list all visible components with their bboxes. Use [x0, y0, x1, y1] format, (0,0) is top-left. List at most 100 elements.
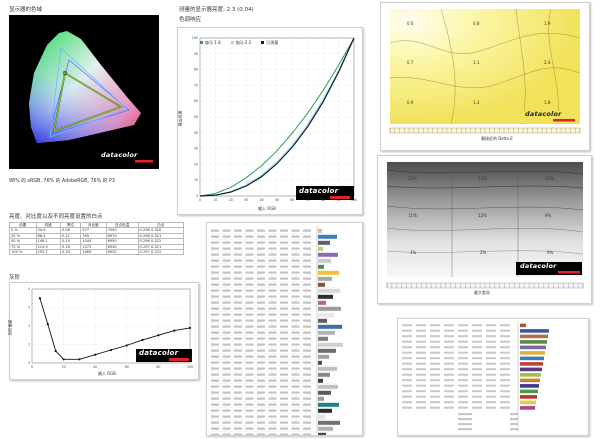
checker-text-blur [444, 373, 454, 376]
checker-footer-blur [458, 423, 472, 426]
patch-swatch [318, 270, 339, 275]
patch-text-blur [222, 433, 231, 436]
patch-swatch [318, 408, 332, 413]
patch-text-blur [222, 427, 231, 430]
patch-text-blur [268, 337, 277, 340]
checker-text-blur [472, 324, 482, 327]
gray-x-tick-label: 60 [125, 365, 129, 369]
patch-text-blur [222, 277, 231, 280]
patch-text-blur [291, 277, 300, 280]
patch-text-blur [303, 343, 311, 346]
checker-text-blur [444, 401, 454, 404]
patch-text-blur [234, 373, 242, 376]
gray-point [62, 358, 65, 361]
patch-text-blur [222, 229, 231, 232]
patch-text-blur [268, 295, 277, 298]
checker-text-blur [416, 368, 426, 371]
patch-text-blur [280, 367, 288, 370]
patch-text-blur [211, 301, 219, 304]
table-cell: 0.296 0.322 [137, 238, 185, 245]
uniformity-mid-brand-bar [558, 271, 580, 274]
checker-text-blur [472, 406, 482, 409]
patch-text-blur [303, 283, 311, 286]
patch-text-blur [303, 307, 311, 310]
gamma-x-tick-label: 70 [306, 198, 310, 202]
legend-item-gamma22: 伽马 2.2 [230, 40, 251, 45]
gamma-x-tick-label: 0 [199, 198, 201, 202]
patch-text-blur [303, 397, 311, 400]
patch-text-blur [245, 265, 254, 268]
patch-text-blur [234, 403, 242, 406]
checker-text-blur [500, 395, 510, 398]
patch-text-blur [303, 349, 311, 352]
patch-text-blur [268, 427, 277, 430]
checker-text-blur [444, 384, 454, 387]
patch-text-blur [245, 433, 254, 436]
checker-text-blur [486, 401, 496, 404]
patch-text-blur [211, 313, 219, 316]
gray-point [54, 349, 57, 353]
patch-text-blur [303, 235, 311, 238]
gray-y-tick-label: 3 [28, 306, 30, 310]
patch-text-blur [245, 253, 254, 256]
patch-swatch [318, 300, 326, 305]
gamut-diagram [29, 31, 154, 163]
uniformity-top-value-8: 1.3 [473, 100, 480, 105]
patch-text-blur [234, 307, 242, 310]
gamma-brand-logo: datacolor [299, 187, 339, 195]
gamma-legend: 伽马 1.8 伽马 2.2 已测量 [200, 40, 278, 45]
patch-swatch [318, 318, 327, 323]
checker-text-blur [402, 357, 412, 360]
patch-text-blur [222, 397, 231, 400]
patch-text-blur [291, 391, 300, 394]
checker-text-blur [402, 395, 412, 398]
patch-text-blur [245, 271, 254, 274]
gray-series-line [39, 298, 191, 360]
gamma-y-tick-label: 0 [196, 194, 198, 198]
table-cell: 293.7 [35, 248, 61, 256]
patch-text-blur [280, 319, 288, 322]
patch-text-blur [303, 247, 311, 250]
patch-text-blur [291, 367, 300, 370]
patch-text-blur [234, 343, 242, 346]
patch-text-blur [268, 325, 277, 328]
checker-text-blur [472, 390, 482, 393]
gamut-brand-bar [135, 160, 153, 163]
patch-text-blur [291, 421, 300, 424]
patch-text-blur [268, 253, 277, 256]
patch-text-blur [268, 229, 277, 232]
gray-y-tick-label: 0 [28, 361, 30, 365]
brightness-heading: 亮度、对比度以及不同亮度设置的白点 [9, 214, 103, 220]
gamma-series-line-0 [199, 37, 355, 197]
checker-swatch [520, 323, 526, 328]
patch-text-blur [211, 415, 219, 418]
patch-text-blur [268, 343, 277, 346]
patch-text-blur [257, 349, 265, 352]
patch-text-blur [211, 397, 219, 400]
checker-text-blur [472, 379, 482, 382]
patch-text-blur [303, 241, 311, 244]
checker-text-blur [458, 357, 468, 360]
patch-text-blur [291, 289, 300, 292]
gamma-y-tick-label: 20 [194, 162, 198, 166]
checker-text-blur [500, 373, 510, 376]
patch-text-blur [211, 259, 219, 262]
patch-text-blur [280, 241, 288, 244]
patch-text-blur [303, 409, 311, 412]
checker-text-blur [444, 335, 454, 338]
patch-text-blur [280, 277, 288, 280]
checker-text-blur [472, 401, 482, 404]
checker-text-blur [444, 362, 454, 365]
patch-text-blur [268, 421, 277, 424]
patch-list-panel [206, 222, 363, 438]
checker-text-blur [458, 324, 468, 327]
patch-text-blur [291, 301, 300, 304]
patch-text-blur [234, 427, 242, 430]
checker-text-blur [486, 340, 496, 343]
patch-text-blur [234, 271, 242, 274]
patch-text-blur [257, 379, 265, 382]
table-cell: 100 % [9, 248, 37, 256]
checker-text-blur [416, 351, 426, 354]
patch-text-blur [234, 391, 242, 394]
checker-text-blur [486, 390, 496, 393]
